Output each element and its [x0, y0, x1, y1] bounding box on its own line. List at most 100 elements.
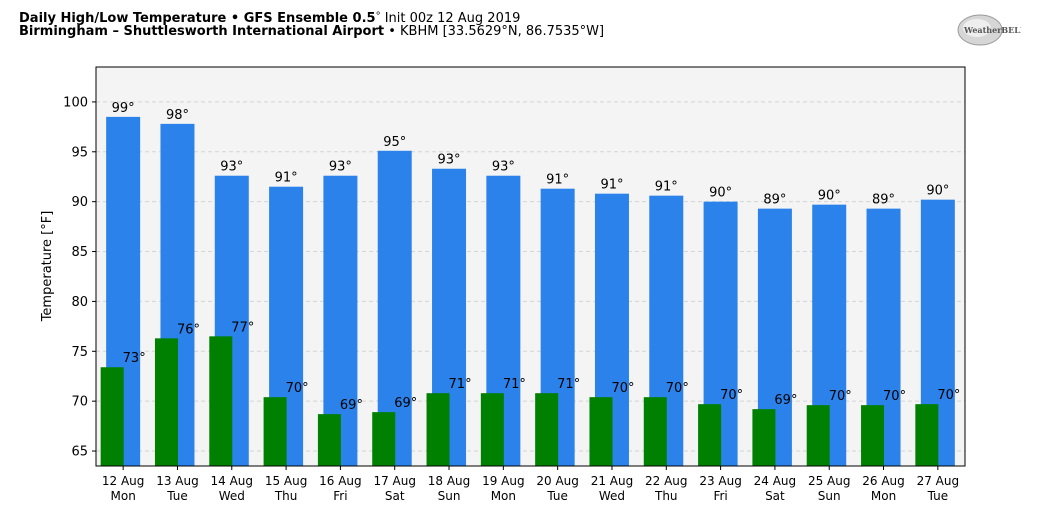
low-temp-label: 71° [503, 377, 526, 392]
station-name: Birmingham – Shuttlesworth International… [19, 24, 385, 39]
weatherbell-logo: WeatherBELL [957, 14, 1021, 46]
chart-title-main: Daily High/Low Temperature • GFS Ensembl… [19, 11, 376, 26]
x-tick-day: Sat [385, 489, 405, 503]
x-tick-day: Wed [599, 489, 625, 503]
low-temp-bar [263, 397, 287, 466]
x-tick-day: Fri [333, 489, 347, 503]
y-tick-label: 80 [71, 295, 88, 310]
low-temp-bar [861, 405, 885, 466]
low-temp-bar [752, 409, 776, 466]
station-info: • KBHM [33.5629°N, 86.7535°W] [384, 24, 605, 39]
low-temp-label: 70° [666, 381, 689, 396]
high-temp-label: 91° [546, 173, 569, 188]
y-tick-label: 85 [71, 245, 88, 260]
high-temp-label: 90° [709, 186, 732, 201]
low-temp-label: 70° [883, 389, 906, 404]
y-tick-label: 75 [71, 345, 88, 360]
x-tick-date: 25 Aug [808, 474, 851, 488]
low-temp-bar [806, 405, 830, 466]
high-temp-label: 93° [492, 160, 515, 175]
x-tick-day: Sat [765, 489, 785, 503]
x-tick-day: Mon [111, 489, 136, 503]
low-temp-label: 69° [340, 398, 363, 413]
low-temp-label: 70° [611, 381, 634, 396]
x-tick-day: Fri [713, 489, 727, 503]
chart-title-init: Init 00z 12 Aug 2019 [380, 11, 521, 26]
x-tick-day: Thu [654, 489, 678, 503]
x-tick-day: Wed [219, 489, 245, 503]
low-temp-label: 70° [720, 388, 743, 403]
low-temp-label: 77° [231, 320, 254, 335]
chart-subtitle: Birmingham – Shuttlesworth International… [19, 24, 604, 40]
high-temp-label: 99° [112, 101, 135, 116]
y-tick-label: 95 [71, 145, 88, 160]
low-temp-label: 70° [829, 389, 852, 404]
y-tick-label: 90 [71, 195, 88, 210]
low-temp-bar [698, 404, 722, 466]
low-temp-bar [372, 412, 396, 466]
x-tick-date: 20 Aug [536, 474, 579, 488]
x-tick-date: 26 Aug [862, 474, 905, 488]
y-tick-label: 100 [63, 95, 88, 110]
x-tick-date: 13 Aug [156, 474, 199, 488]
y-axis: 65 70 75 80 85 90 95 100 [63, 95, 96, 460]
x-tick-day: Sun [818, 489, 841, 503]
low-temp-label: 70° [286, 381, 309, 396]
high-temp-label: 90° [926, 184, 949, 199]
x-tick-date: 21 Aug [591, 474, 634, 488]
low-temp-label: 73° [123, 351, 146, 366]
plot-frame [95, 66, 966, 467]
x-tick-day: Sun [438, 489, 461, 503]
high-temp-label: 98° [166, 108, 189, 123]
low-temp-bar [915, 404, 939, 466]
high-temp-label: 91° [275, 171, 298, 186]
x-tick-date: 17 Aug [373, 474, 416, 488]
x-tick-date: 22 Aug [645, 474, 688, 488]
high-temp-label: 93° [329, 160, 352, 175]
low-temp-bar [589, 397, 613, 466]
low-temp-bar [535, 393, 559, 466]
x-tick-date: 27 Aug [917, 474, 960, 488]
x-tick-date: 19 Aug [482, 474, 525, 488]
low-temp-label: 71° [557, 377, 580, 392]
low-temp-label: 70° [937, 388, 960, 403]
low-temp-bar [209, 336, 233, 466]
low-temp-label: 69° [394, 396, 417, 411]
x-tick-day: Tue [927, 489, 949, 503]
low-temp-label: 69° [774, 393, 797, 408]
x-tick-day: Mon [491, 489, 516, 503]
y-tick-label: 70 [71, 395, 88, 410]
x-tick-date: 24 Aug [754, 474, 797, 488]
logo-text: WeatherBELL [963, 25, 1021, 35]
high-temp-label: 89° [872, 193, 895, 208]
x-tick-date: 14 Aug [211, 474, 254, 488]
high-temp-label: 91° [600, 178, 623, 193]
high-temp-label: 89° [763, 193, 786, 208]
x-tick-date: 15 Aug [265, 474, 308, 488]
x-tick-day: Tue [546, 489, 568, 503]
x-tick-day: Thu [274, 489, 298, 503]
y-tick-label: 65 [71, 445, 88, 460]
x-tick-date: 18 Aug [428, 474, 471, 488]
high-temp-label: 90° [818, 189, 841, 204]
high-temp-label: 91° [655, 180, 678, 195]
bars-layer [100, 116, 955, 467]
low-temp-label: 71° [449, 377, 472, 392]
low-temp-bar [317, 414, 341, 466]
low-temp-bar [480, 393, 504, 466]
x-tick-date: 23 Aug [699, 474, 742, 488]
x-tick-date: 16 Aug [319, 474, 362, 488]
bar-labels-layer: 99° 73° 98° 76° 93° 77° 91° 70° 93° 69° 95° 69° 93° 7… [112, 101, 961, 413]
high-temp-label: 93° [220, 160, 243, 175]
chart-title: Daily High/Low Temperature • GFS Ensembl… [19, 9, 520, 27]
low-temp-bar [100, 367, 124, 466]
low-temp-label: 76° [177, 322, 200, 337]
x-tick-day: Tue [166, 489, 188, 503]
low-temp-bar [154, 338, 178, 466]
x-tick-date: 12 Aug [102, 474, 145, 488]
x-tick-day: Mon [871, 489, 896, 503]
high-temp-label: 95° [383, 135, 406, 150]
low-temp-bar [643, 397, 667, 466]
